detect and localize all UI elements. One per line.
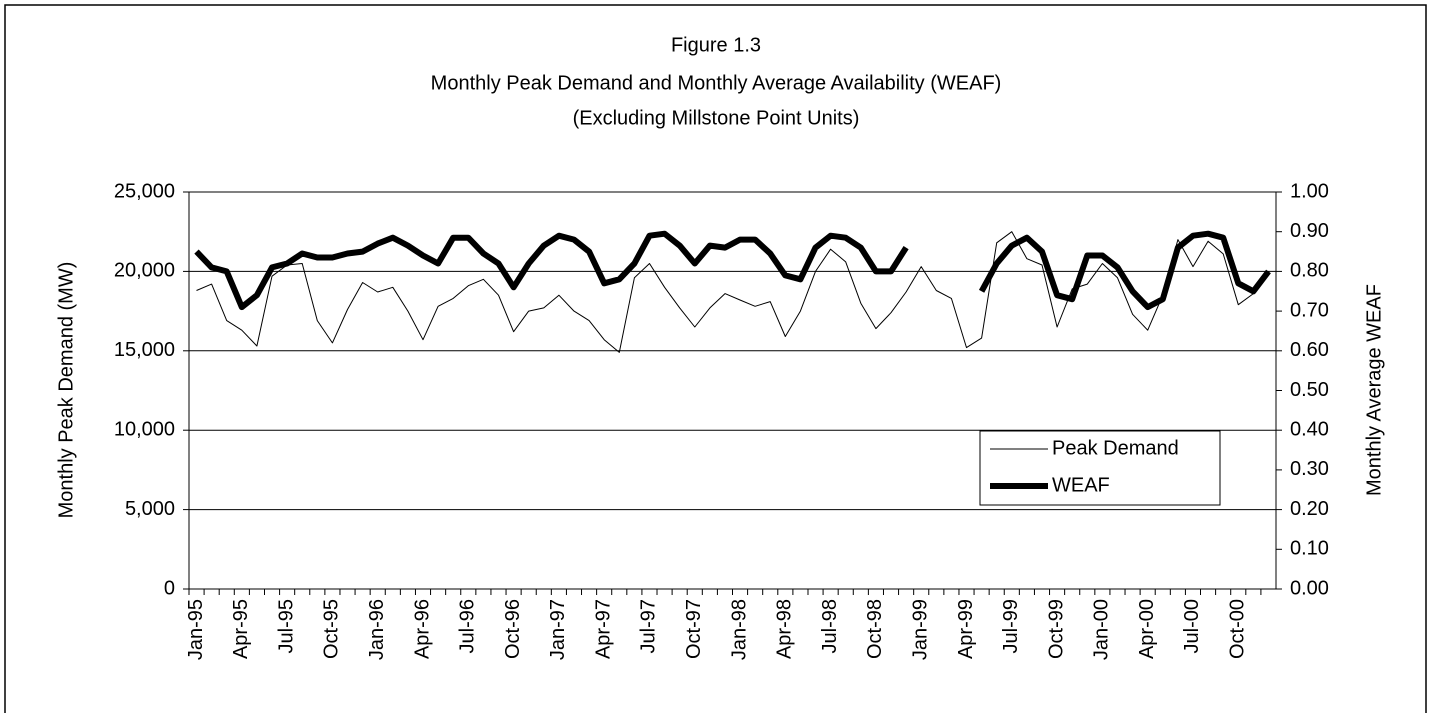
x-tick-label: Jul-97 — [638, 599, 660, 653]
y-tick-label: 0 — [164, 577, 175, 599]
x-tick-label: Jan-97 — [547, 599, 569, 660]
y2-tick-label: 0.60 — [1290, 339, 1329, 361]
legend-label: Peak Demand — [1052, 437, 1179, 459]
x-tick-label: Oct-00 — [1227, 599, 1249, 659]
y2-tick-label: 0.10 — [1290, 538, 1329, 560]
x-tick-label: Oct-99 — [1045, 599, 1067, 659]
chart-frame — [4, 4, 1427, 713]
y-tick-label: 10,000 — [114, 418, 175, 440]
x-tick-label: Jan-98 — [728, 599, 750, 660]
x-tick-label: Jan-00 — [1091, 599, 1113, 660]
x-tick-label: Jul-99 — [1000, 599, 1022, 653]
y2-tick-label: 0.80 — [1290, 260, 1329, 282]
y2-tick-label: 1.00 — [1290, 180, 1329, 202]
x-tick-label: Apr-99 — [955, 599, 977, 659]
legend-box — [979, 430, 1221, 506]
x-tick-label: Jul-98 — [819, 599, 841, 653]
x-tick-label: Oct-96 — [502, 599, 524, 659]
y2-tick-label: 0.50 — [1290, 379, 1329, 401]
y2-tick-label: 0.90 — [1290, 220, 1329, 242]
y-tick-label: 15,000 — [114, 339, 175, 361]
chart-subtitle: (Excluding Millstone Point Units) — [573, 107, 860, 129]
y-tick-label: 20,000 — [114, 260, 175, 282]
y2-tick-label: 0.70 — [1290, 299, 1329, 321]
y2-tick-label: 0.30 — [1290, 458, 1329, 480]
y-tick-label: 5,000 — [125, 498, 175, 520]
x-tick-label: Jan-95 — [185, 599, 207, 660]
x-tick-label: Apr-95 — [230, 599, 252, 659]
x-tick-label: Apr-98 — [774, 599, 796, 659]
x-tick-label: Jul-95 — [275, 599, 297, 653]
data-line — [196, 231, 1269, 353]
y2-tick-label: 0.40 — [1290, 418, 1329, 440]
x-tick-label: Jul-00 — [1181, 599, 1203, 653]
y-axis-label: Monthly Peak Demand (MW) — [55, 262, 77, 519]
x-tick-label: Jul-96 — [457, 599, 479, 653]
legend-label: WEAF — [1052, 474, 1110, 496]
y2-axis-label: Monthly Average WEAF — [1363, 284, 1385, 496]
x-tick-label: Oct-95 — [321, 599, 343, 659]
x-tick-label: Apr-97 — [592, 599, 614, 659]
chart-title: Figure 1.3 — [671, 34, 761, 56]
y2-tick-label: 0.00 — [1290, 577, 1329, 599]
x-tick-label: Apr-00 — [1136, 599, 1158, 659]
y-tick-label: 25,000 — [114, 180, 175, 202]
x-tick-label: Oct-98 — [864, 599, 886, 659]
data-line — [194, 230, 1271, 311]
x-tick-label: Jan-99 — [909, 599, 931, 660]
y2-tick-label: 0.20 — [1290, 498, 1329, 520]
chart-subtitle: Monthly Peak Demand and Monthly Average … — [431, 72, 1002, 94]
x-tick-label: Apr-96 — [411, 599, 433, 659]
x-tick-label: Jan-96 — [366, 599, 388, 660]
x-tick-label: Oct-97 — [683, 599, 705, 659]
